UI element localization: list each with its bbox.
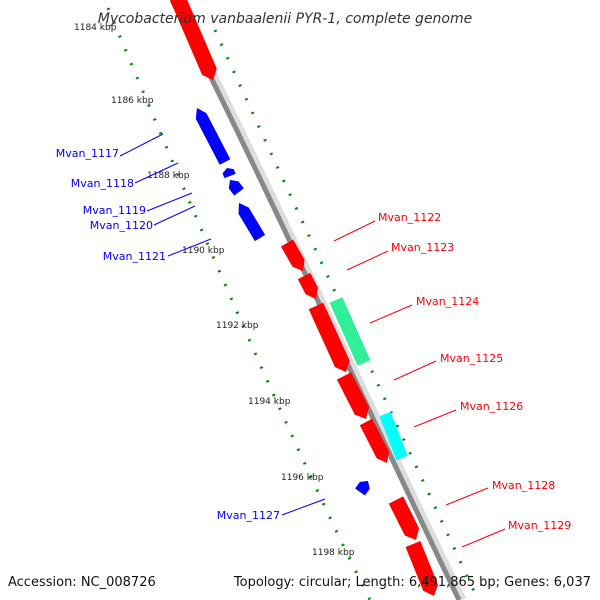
gene-leader-line [167,238,212,257]
gene-label-mvan-1119[interactable]: Mvan_1119 [83,204,146,217]
gene-arrow-mvan-1122[interactable] [280,239,305,272]
accession-text: Accession: NC_008726 [8,575,156,590]
gene-arrow-mvan-1125[interactable] [336,372,369,419]
gene-leader-line [146,192,193,212]
gene-arrow-mvan-1127[interactable] [355,481,370,496]
gene-leader-line [346,250,389,271]
gene-arrow-mvan-1126-red[interactable] [359,418,390,463]
gene-leader-line [393,360,437,381]
gene-arrow-mvan-1120[interactable] [238,203,266,242]
gene-arrow-mvan-1129[interactable] [405,541,438,596]
gene-label-mvan-1128[interactable]: Mvan_1128 [492,479,555,492]
tick-label: 1198 kbp [312,548,355,558]
gene-label-mvan-1118[interactable]: Mvan_1118 [71,177,134,190]
tick-labels: 1184 kbp 1186 kbp 1188 kbp 1190 kbp 1192 kbp… [74,23,355,558]
tick-label: 1184 kbp [74,23,117,33]
gene-leader-line [369,304,413,324]
genome-summary: Topology: circular; Length: 6,491,865 bp… [233,575,591,590]
tick-label: 1190 kbp [182,246,225,256]
gene-arrow[interactable] [169,0,217,80]
gene-arrow-mvan-1117[interactable] [195,108,231,165]
gene-leader-line [333,220,376,242]
gene-label-mvan-1124[interactable]: Mvan_1124 [416,295,479,308]
gene-leader-line [119,133,164,157]
gene-labels: Mvan_1117 Mvan_1118 Mvan_1119 Mvan_1120 Mvan… [56,133,571,548]
tick-label: 1194 kbp [248,397,291,407]
gene-arrow-mvan-1118[interactable] [222,168,236,179]
gene-leader-line [281,498,326,516]
gene-label-mvan-1122[interactable]: Mvan_1122 [378,211,441,224]
backbone-shadow [170,0,467,600]
gene-leader-line [461,528,506,548]
gene-label-mvan-1127[interactable]: Mvan_1127 [217,509,280,522]
gene-arrow-mvan-1123[interactable] [297,272,318,299]
gene-label-mvan-1123[interactable]: Mvan_1123 [391,241,454,254]
gene-band-mvan-1124[interactable] [329,297,371,366]
gene-features [169,0,438,596]
gene-leader-line [413,409,457,428]
tick-label: 1186 kbp [111,96,154,106]
genome-title: Mycobacterium vanbaalenii PYR-1, complet… [98,11,473,27]
gene-label-mvan-1126[interactable]: Mvan_1126 [460,400,523,413]
gene-label-mvan-1125[interactable]: Mvan_1125 [440,352,503,365]
tick-label: 1188 kbp [147,171,190,181]
gene-label-mvan-1120[interactable]: Mvan_1120 [90,219,153,232]
gene-band-mvan-1126[interactable] [379,411,408,461]
tick-label: 1196 kbp [281,473,324,483]
gene-leader-line [153,205,196,226]
gene-arrow-mvan-1128[interactable] [388,496,420,540]
gene-label-mvan-1121[interactable]: Mvan_1121 [103,250,166,263]
gene-arrow-mvan-1119[interactable] [228,180,244,196]
gene-label-mvan-1129[interactable]: Mvan_1129 [508,519,571,532]
tick-label: 1192 kbp [216,321,259,331]
gene-leader-line [445,487,489,506]
gene-leader-line [134,162,179,184]
gene-label-mvan-1117[interactable]: Mvan_1117 [56,147,119,160]
gene-arrow-mvan-1124-red[interactable] [308,302,350,372]
